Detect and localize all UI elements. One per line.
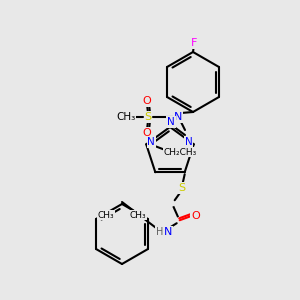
Text: O: O [191, 211, 200, 221]
Text: CH₂CH₃: CH₂CH₃ [164, 148, 197, 157]
Text: N: N [167, 117, 175, 127]
Text: S: S [178, 183, 185, 193]
Text: O: O [142, 96, 152, 106]
Text: O: O [142, 128, 152, 138]
Text: N: N [185, 137, 193, 147]
Text: N: N [174, 112, 182, 122]
Text: F: F [191, 38, 197, 48]
Text: N: N [164, 227, 172, 237]
Text: CH₃: CH₃ [130, 211, 146, 220]
Text: N: N [147, 137, 155, 147]
Text: CH₃: CH₃ [98, 211, 114, 220]
Text: S: S [144, 112, 152, 122]
Text: H: H [156, 227, 164, 237]
Text: CH₃: CH₃ [116, 112, 136, 122]
